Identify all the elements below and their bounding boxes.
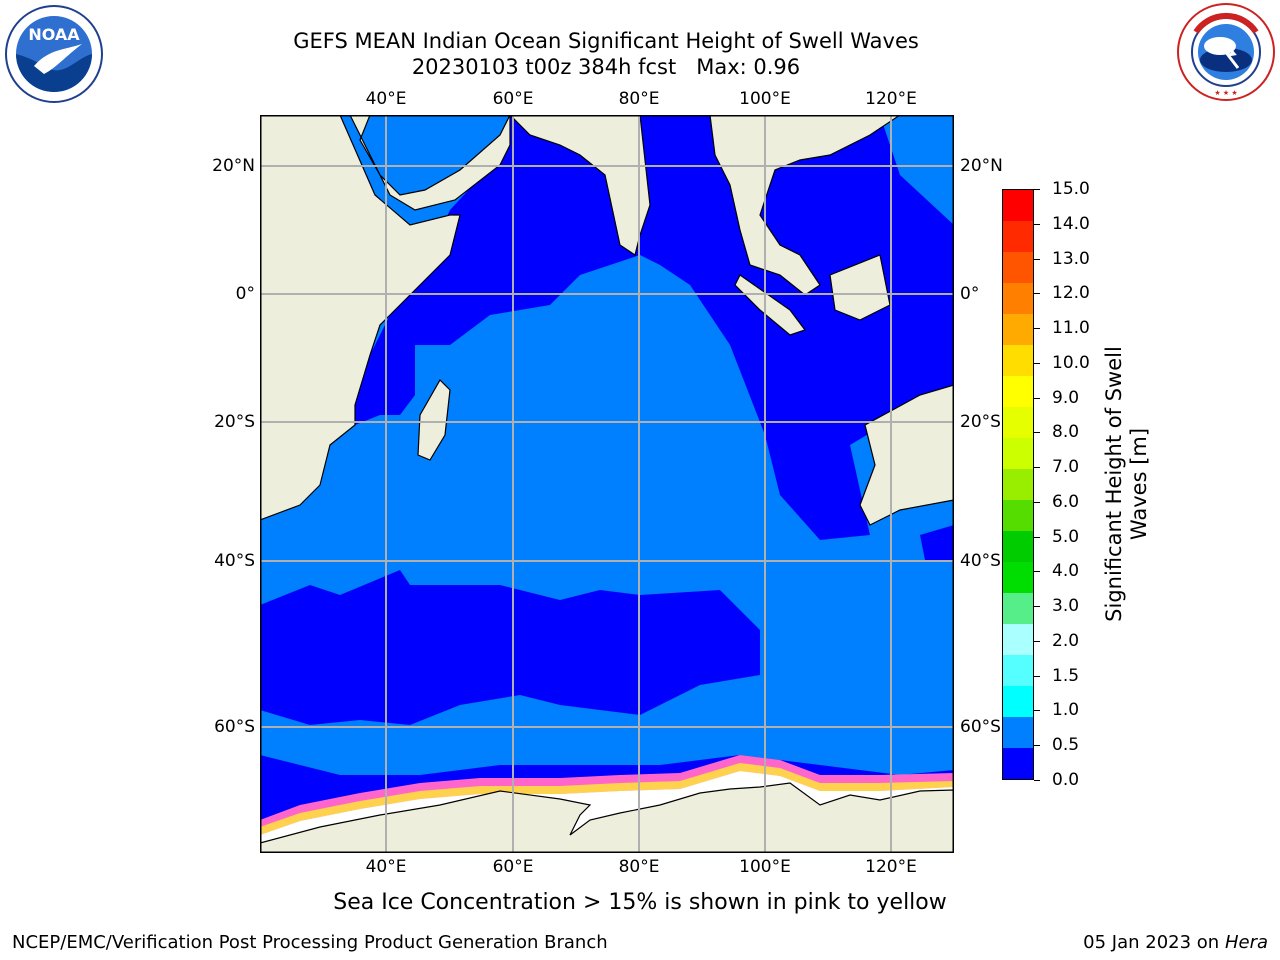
lat-label-right-0: 0° [960, 284, 980, 304]
colorbar-swatches [1003, 190, 1033, 779]
footer-left-credit: NCEP/EMC/Verification Post Processing Pr… [12, 932, 608, 953]
colorbar-swatch [1003, 314, 1033, 345]
lon-label-top-40e: 40°E [365, 89, 407, 109]
colorbar-tick-label: 5.0 [1052, 526, 1080, 547]
colorbar-tick-mark [1034, 223, 1040, 225]
colorbar-swatch [1003, 624, 1033, 655]
footer-right-date: 05 Jan 2023 on Hera [1083, 932, 1268, 954]
colorbar-tick-mark [1034, 536, 1040, 538]
colorbar-tick-label: 15.0 [1052, 179, 1090, 199]
colorbar-tick-mark [1034, 397, 1040, 399]
colorbar-tick-mark [1034, 362, 1040, 364]
chart-subtitle: 20230103 t00z 384h fcst Max: 0.96 [411, 55, 801, 79]
lon-label-top-100e: 100°E [739, 89, 791, 109]
colorbar-tick-label: 14.0 [1052, 213, 1090, 234]
colorbar-tick-label: 9.0 [1052, 387, 1080, 408]
lon-label-bottom-60e: 60°E [492, 857, 534, 877]
lon-label-bottom-40e: 40°E [365, 857, 407, 877]
map-frame [260, 115, 954, 853]
colorbar-tick-mark [1034, 675, 1040, 677]
colorbar-swatch [1003, 283, 1033, 314]
graticule [260, 115, 954, 853]
colorbar-tick-label: 1.0 [1052, 700, 1080, 721]
colorbar-swatch [1003, 345, 1033, 376]
noaa-logo-text: NOAA [28, 25, 80, 44]
colorbar-tick-label: 2.0 [1052, 630, 1080, 651]
colorbar-swatch [1003, 686, 1033, 717]
chart-title: GEFS MEAN Indian Ocean Significant Heigh… [293, 29, 919, 53]
colorbar-swatch [1003, 748, 1033, 779]
colorbar-tick-mark [1034, 328, 1040, 330]
colorbar-tick-mark [1034, 467, 1040, 469]
colorbar-tick-mark [1034, 571, 1040, 573]
nws-logo: ★ ★ ★ [1176, 2, 1276, 102]
colorbar-swatch [1003, 500, 1033, 531]
colorbar-swatch [1003, 531, 1033, 562]
colorbar-tick-label: 8.0 [1052, 422, 1080, 443]
lat-label-right-20s: 20°S [960, 412, 1001, 432]
colorbar [1002, 189, 1034, 780]
lat-label-left-40s: 40°S [214, 551, 255, 571]
colorbar-swatch [1003, 190, 1033, 221]
colorbar-tick-label: 7.0 [1052, 457, 1080, 478]
colorbar-swatch [1003, 562, 1033, 593]
lat-label-left-20s: 20°S [214, 412, 255, 432]
colorbar-swatch [1003, 407, 1033, 438]
colorbar-tick-mark [1034, 432, 1040, 434]
footer-date-text: 05 Jan 2023 on [1083, 932, 1225, 953]
sea-ice-yellow [260, 763, 954, 835]
colorbar-tick-label: 0.5 [1052, 735, 1080, 756]
footer-host: Hera [1224, 932, 1268, 953]
colorbar-tick-label: 0.0 [1052, 770, 1080, 790]
colorbar-tick-mark [1034, 745, 1040, 747]
lat-label-right-20n: 20°N [960, 156, 1003, 176]
colorbar-tick-mark [1034, 640, 1040, 642]
lat-label-right-40s: 40°S [960, 551, 1001, 571]
colorbar-tick-label: 1.5 [1052, 665, 1080, 686]
sea-ice-note: Sea Ice Concentration > 15% is shown in … [333, 890, 947, 915]
map-svg [259, 114, 955, 854]
colorbar-swatch [1003, 376, 1033, 407]
colorbar-tick-mark [1034, 606, 1040, 608]
colorbar-tick-mark [1034, 189, 1040, 190]
colorbar-label: Significant Height of Swell Waves [m] [1102, 346, 1151, 622]
lat-label-left-60s: 60°S [214, 717, 255, 737]
colorbar-tick-label: 3.0 [1052, 596, 1080, 617]
lat-label-left-0: 0° [235, 284, 255, 304]
colorbar-tick-mark [1034, 293, 1040, 295]
colorbar-swatch [1003, 593, 1033, 624]
colorbar-tick-label: 4.0 [1052, 561, 1080, 582]
colorbar-tick-mark [1034, 258, 1040, 260]
lon-label-top-120e: 120°E [865, 89, 917, 109]
lat-label-right-60s: 60°S [960, 717, 1001, 737]
lon-label-top-80e: 80°E [618, 89, 660, 109]
colorbar-tick-mark [1034, 780, 1040, 781]
colorbar-tick-mark [1034, 501, 1040, 503]
map-panel [259, 114, 955, 854]
lon-label-bottom-100e: 100°E [739, 857, 791, 877]
colorbar-swatch [1003, 221, 1033, 252]
lat-label-left-20n: 20°N [212, 156, 255, 176]
colorbar-swatch [1003, 717, 1033, 748]
colorbar-tick-label: 11.0 [1052, 318, 1090, 339]
lon-label-bottom-120e: 120°E [865, 857, 917, 877]
colorbar-tick-label: 13.0 [1052, 248, 1090, 269]
lon-label-bottom-80e: 80°E [618, 857, 660, 877]
noaa-logo: NOAA [4, 4, 104, 104]
colorbar-swatch [1003, 252, 1033, 283]
colorbar-swatch [1003, 469, 1033, 500]
colorbar-tick-mark [1034, 710, 1040, 712]
colorbar-swatch [1003, 438, 1033, 469]
svg-text:★ ★ ★: ★ ★ ★ [1214, 89, 1237, 97]
colorbar-swatch [1003, 655, 1033, 686]
colorbar-tick-label: 12.0 [1052, 283, 1090, 304]
colorbar-tick-label: 10.0 [1052, 352, 1090, 373]
colorbar-tick-label: 6.0 [1052, 491, 1080, 512]
lon-label-top-60e: 60°E [492, 89, 534, 109]
